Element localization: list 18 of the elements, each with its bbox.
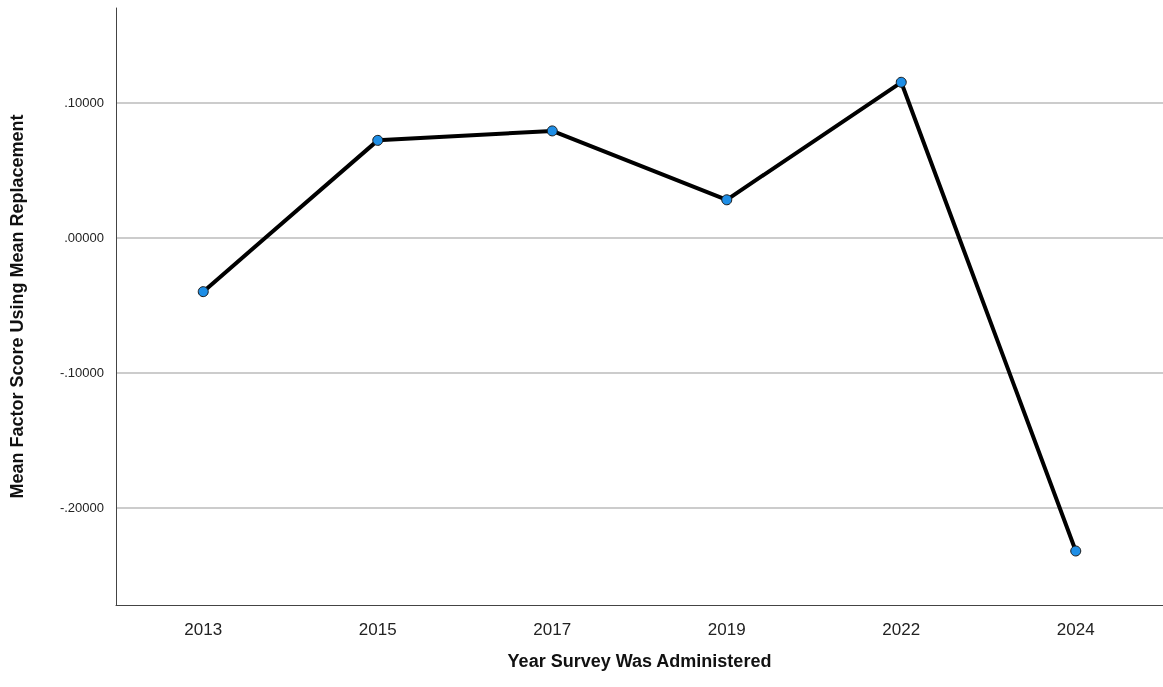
point bbox=[372, 134, 384, 146]
y-tick-label: -.10000 bbox=[59, 365, 104, 381]
y-tick-label: .10000 bbox=[64, 95, 104, 111]
point bbox=[721, 194, 733, 206]
point bbox=[197, 286, 209, 298]
x-tick-label: 2015 bbox=[358, 620, 397, 639]
y-tick-label: -.20000 bbox=[59, 500, 104, 516]
x-tick-label: 2019 bbox=[707, 620, 746, 639]
x-tick-label: 2013 bbox=[184, 620, 223, 639]
x-tick-label: 2022 bbox=[882, 620, 921, 639]
x-tick-label: 2024 bbox=[1056, 620, 1095, 639]
point bbox=[895, 76, 907, 88]
y-axis-title: Mean Factor Score Using Mean Replacement bbox=[7, 114, 27, 499]
point bbox=[1070, 545, 1082, 557]
x-tick-label: 2017 bbox=[533, 620, 572, 639]
x-axis-title: Year Survey Was Administered bbox=[507, 651, 772, 671]
y-tick-label: .00000 bbox=[64, 230, 104, 246]
point bbox=[546, 125, 558, 137]
